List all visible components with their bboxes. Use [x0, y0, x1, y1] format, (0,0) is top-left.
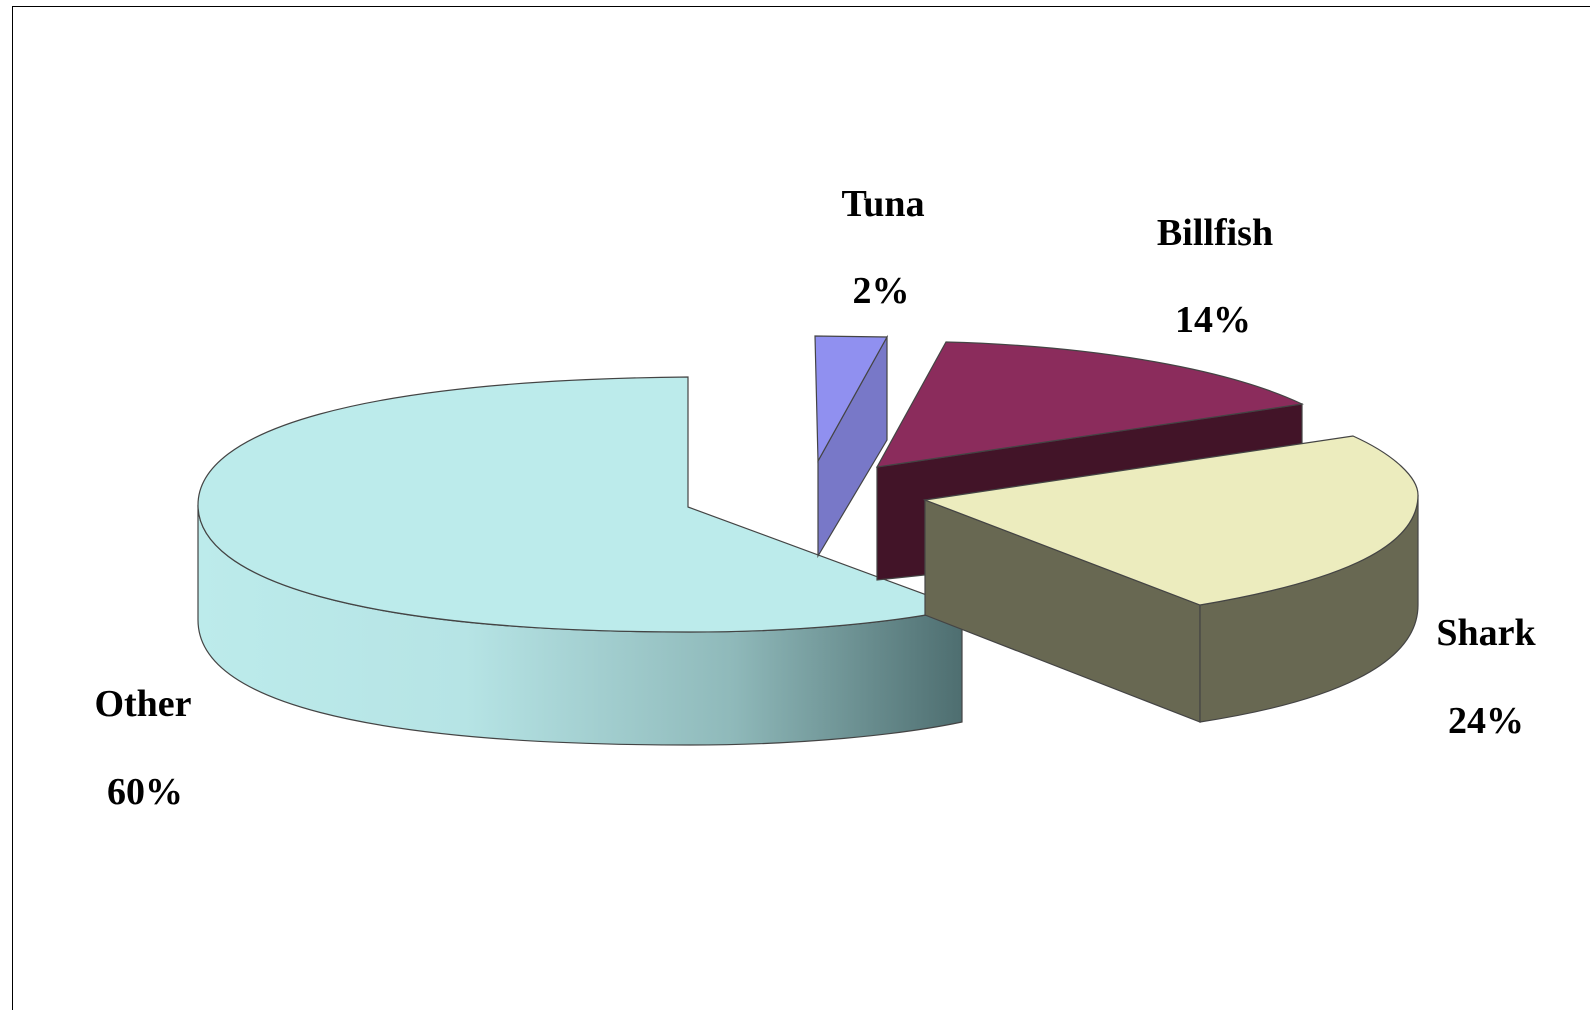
label-shark-pct: 24% [1448, 700, 1524, 742]
slice-shark [922, 435, 1419, 723]
slice-shark-top [922, 435, 1419, 606]
label-other-pct: 60% [107, 771, 183, 813]
label-other-name: Other [94, 683, 191, 725]
slice-billfish-top [875, 341, 1305, 468]
slice-tuna-top [814, 335, 889, 464]
label-shark-name: Shark [1436, 612, 1536, 654]
chart-frame [12, 6, 1590, 1010]
slice-tuna [814, 334, 889, 559]
slice-other [197, 376, 965, 746]
label-tuna-pct: 2% [853, 270, 910, 312]
label-billfish-name: Billfish [1157, 212, 1273, 254]
label-tuna-name: Tuna [841, 183, 924, 225]
slice-other-top [197, 376, 965, 633]
label-billfish-pct: 14% [1175, 299, 1251, 341]
